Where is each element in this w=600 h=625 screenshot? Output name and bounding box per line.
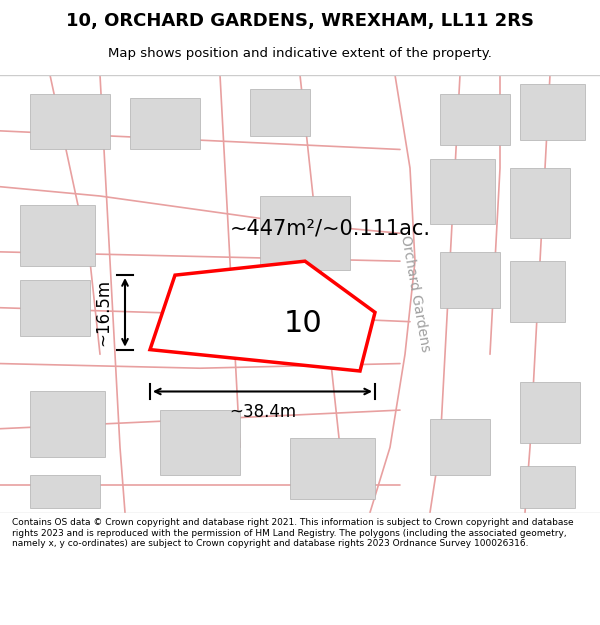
Text: Map shows position and indicative extent of the property.: Map shows position and indicative extent… bbox=[108, 48, 492, 61]
Text: ~16.5m: ~16.5m bbox=[94, 279, 112, 346]
Text: 10: 10 bbox=[284, 309, 322, 338]
Bar bbox=[440, 94, 510, 145]
Bar bbox=[30, 94, 110, 149]
Bar bbox=[160, 410, 240, 475]
Bar bbox=[520, 466, 575, 508]
Bar bbox=[130, 98, 200, 149]
Bar bbox=[430, 159, 495, 224]
Text: Contains OS data © Crown copyright and database right 2021. This information is : Contains OS data © Crown copyright and d… bbox=[12, 518, 574, 548]
Bar bbox=[440, 252, 500, 308]
Bar bbox=[20, 206, 95, 266]
Bar bbox=[30, 391, 105, 457]
Text: 10, ORCHARD GARDENS, WREXHAM, LL11 2RS: 10, ORCHARD GARDENS, WREXHAM, LL11 2RS bbox=[66, 12, 534, 30]
Bar bbox=[260, 196, 350, 271]
Text: ~38.4m: ~38.4m bbox=[229, 403, 296, 421]
Bar bbox=[520, 84, 585, 140]
Bar bbox=[520, 382, 580, 442]
Bar bbox=[510, 168, 570, 238]
Bar bbox=[510, 261, 565, 322]
Text: ~447m²/~0.111ac.: ~447m²/~0.111ac. bbox=[230, 219, 431, 239]
Bar bbox=[290, 438, 375, 499]
Bar bbox=[30, 475, 100, 508]
Bar bbox=[430, 419, 490, 475]
Text: Orchard Gardens: Orchard Gardens bbox=[398, 234, 432, 353]
Bar bbox=[20, 280, 90, 336]
Polygon shape bbox=[150, 261, 375, 371]
Bar bbox=[250, 89, 310, 136]
